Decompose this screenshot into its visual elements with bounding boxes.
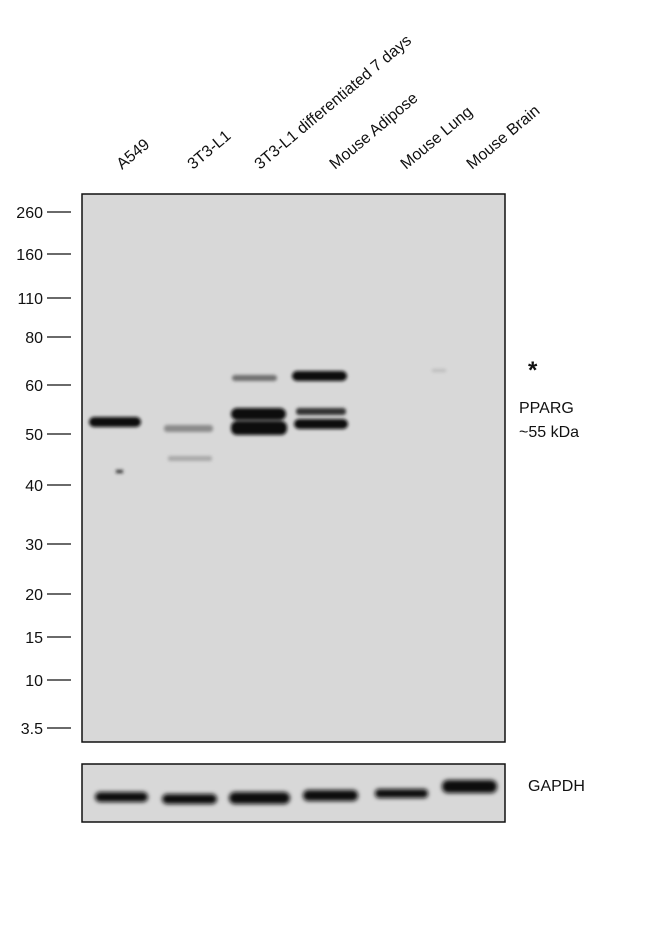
band <box>95 792 148 802</box>
band <box>232 375 277 381</box>
band <box>162 794 217 804</box>
blot-membrane <box>81 193 506 743</box>
band <box>164 425 213 432</box>
marker-label: 30 <box>25 537 43 554</box>
marker-label: 40 <box>25 478 43 495</box>
marker-label: 260 <box>16 205 43 222</box>
loading-control-membrane <box>81 763 506 823</box>
asterisk: * <box>528 357 538 384</box>
target-label: PPARG <box>519 400 574 417</box>
bands <box>89 369 446 473</box>
size-label: ~55 kDa <box>519 424 579 441</box>
band <box>168 456 212 461</box>
marker-label: 50 <box>25 427 43 444</box>
marker-label: 3.5 <box>21 721 43 738</box>
band <box>294 419 348 429</box>
lane-label: Mouse Lung <box>398 103 476 173</box>
marker-label: 160 <box>16 247 43 264</box>
marker-label: 20 <box>25 587 43 604</box>
band <box>303 790 358 801</box>
gapdh-bands <box>95 780 497 804</box>
band <box>229 792 290 804</box>
lane-label: 3T3-L1 <box>185 127 235 173</box>
band <box>116 470 123 473</box>
lane-label: 3T3-L1 differentiated 7 days <box>252 32 415 173</box>
band <box>89 417 141 427</box>
band <box>296 408 346 415</box>
marker-label: 110 <box>17 291 43 308</box>
band <box>292 371 347 381</box>
band <box>442 780 497 793</box>
loading-control-label: GAPDH <box>528 778 585 795</box>
band <box>432 369 446 372</box>
lane-label: Mouse Brain <box>464 102 544 173</box>
marker-label: 10 <box>25 673 43 690</box>
marker-label: 15 <box>25 630 43 647</box>
marker-label: 80 <box>25 330 43 347</box>
lane-label: A549 <box>114 136 154 173</box>
band <box>231 408 286 420</box>
band <box>375 789 428 798</box>
band <box>231 421 287 435</box>
marker-label: 60 <box>25 378 43 395</box>
